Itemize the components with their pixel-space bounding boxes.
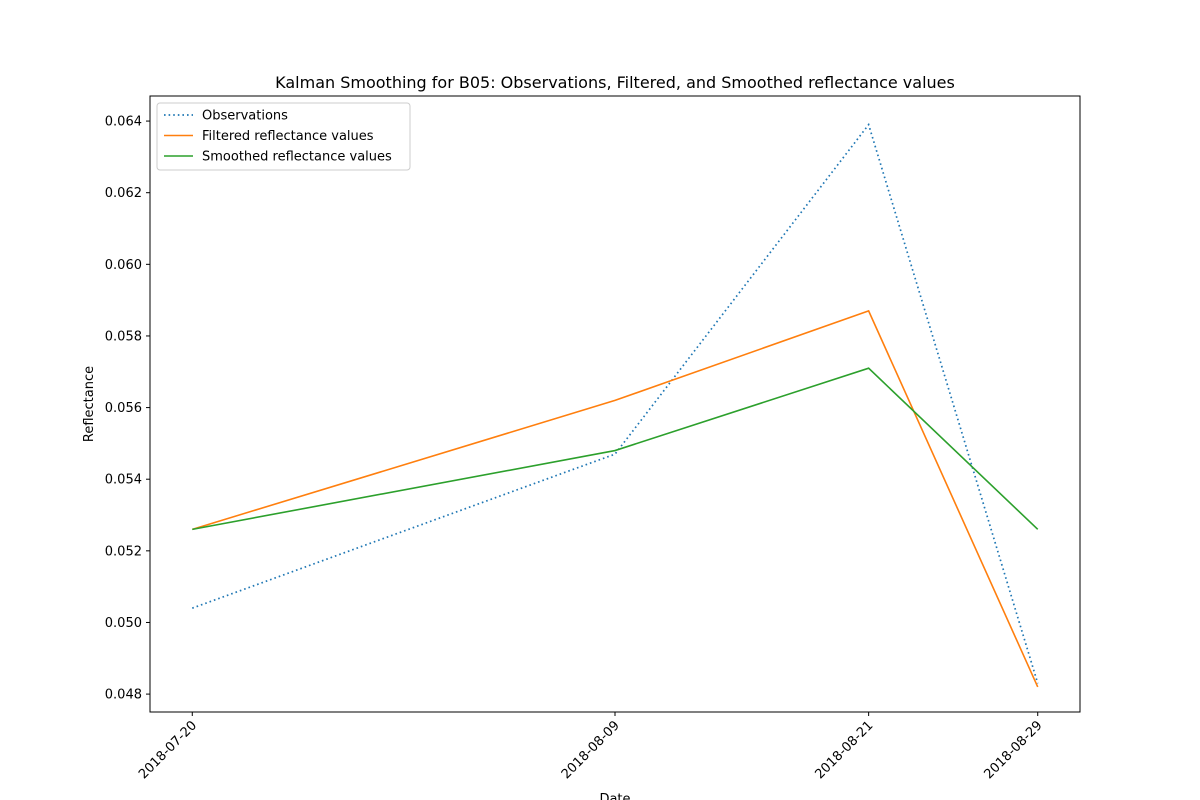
y-tick-label: 0.048 (105, 688, 142, 703)
x-tick-label: 2018-08-09 (559, 718, 623, 782)
legend-frame (156, 102, 411, 171)
chart-title: Kalman Smoothing for B05: Observations, … (275, 73, 955, 92)
plot-lines (191, 122, 1039, 688)
y-tick-label: 0.050 (105, 616, 142, 631)
y-axis: 0.048 0.050 0.052 0.054 0.056 0.058 0.060 0.062… (105, 115, 150, 703)
legend-label: Filtered reflectance values (202, 129, 374, 144)
plot-frame (149, 95, 1081, 713)
series-line-2 (192, 367, 1039, 531)
legend: Observations Filtered reflectance values S… (156, 102, 411, 171)
y-tick-label: 0.062 (105, 186, 142, 201)
y-axis-label: Reflectance (82, 366, 97, 442)
series-line-1 (192, 309, 1039, 688)
x-axis-label: Date (599, 792, 630, 800)
y-tick-label: 0.060 (105, 258, 142, 273)
x-tick-label: 2018-08-29 (982, 718, 1046, 782)
legend-label: Observations (202, 109, 288, 124)
x-axis: 2018-07-20 2018-08-09 2018-08-21 2018-08-29 (136, 712, 1046, 782)
y-tick-label: 0.056 (105, 401, 142, 416)
legend-label: Smoothed reflectance values (202, 150, 392, 165)
y-tick-label: 0.054 (105, 473, 142, 488)
y-tick-label: 0.058 (105, 329, 142, 344)
y-tick-label: 0.064 (105, 115, 142, 130)
x-tick-label: 2018-08-21 (812, 718, 876, 782)
y-tick-label: 0.052 (105, 544, 142, 559)
x-tick-label: 2018-07-20 (136, 718, 200, 782)
series-line-0 (191, 122, 1039, 684)
